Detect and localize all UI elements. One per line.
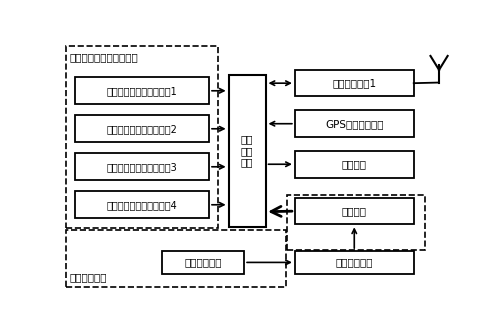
Bar <box>66 230 286 287</box>
Text: 前端信号采集和调理通道1: 前端信号采集和调理通道1 <box>107 86 177 96</box>
Bar <box>295 151 413 178</box>
Text: 电源管理单元: 电源管理单元 <box>70 272 108 282</box>
Bar <box>74 191 209 218</box>
Bar <box>295 198 413 224</box>
Text: 存储模块: 存储模块 <box>342 159 367 169</box>
Bar <box>295 251 413 274</box>
Text: 前端信号采集和调理通道3: 前端信号采集和调理通道3 <box>107 162 177 172</box>
Text: 前端信号采集和调理通道: 前端信号采集和调理通道 <box>70 52 139 62</box>
Bar <box>295 111 413 137</box>
Bar <box>295 70 413 96</box>
Text: 无线通信模块1: 无线通信模块1 <box>332 78 376 88</box>
Bar <box>74 115 209 142</box>
Text: GPS授时定位模块: GPS授时定位模块 <box>325 119 383 129</box>
Bar <box>74 78 209 104</box>
Bar <box>287 195 426 250</box>
Text: 充电电池: 充电电池 <box>342 206 367 216</box>
Bar <box>74 153 209 180</box>
Bar <box>66 46 218 228</box>
Text: 前端信号采集和调理通道2: 前端信号采集和调理通道2 <box>106 124 177 134</box>
Text: 电池管理模块: 电池管理模块 <box>336 257 373 267</box>
Bar <box>162 251 244 274</box>
Text: 单片
主控
单元: 单片 主控 单元 <box>241 134 254 167</box>
Text: 太阳能电池板: 太阳能电池板 <box>185 257 222 267</box>
Text: 前端信号采集和调理通道4: 前端信号采集和调理通道4 <box>107 200 177 210</box>
Bar <box>228 75 266 227</box>
